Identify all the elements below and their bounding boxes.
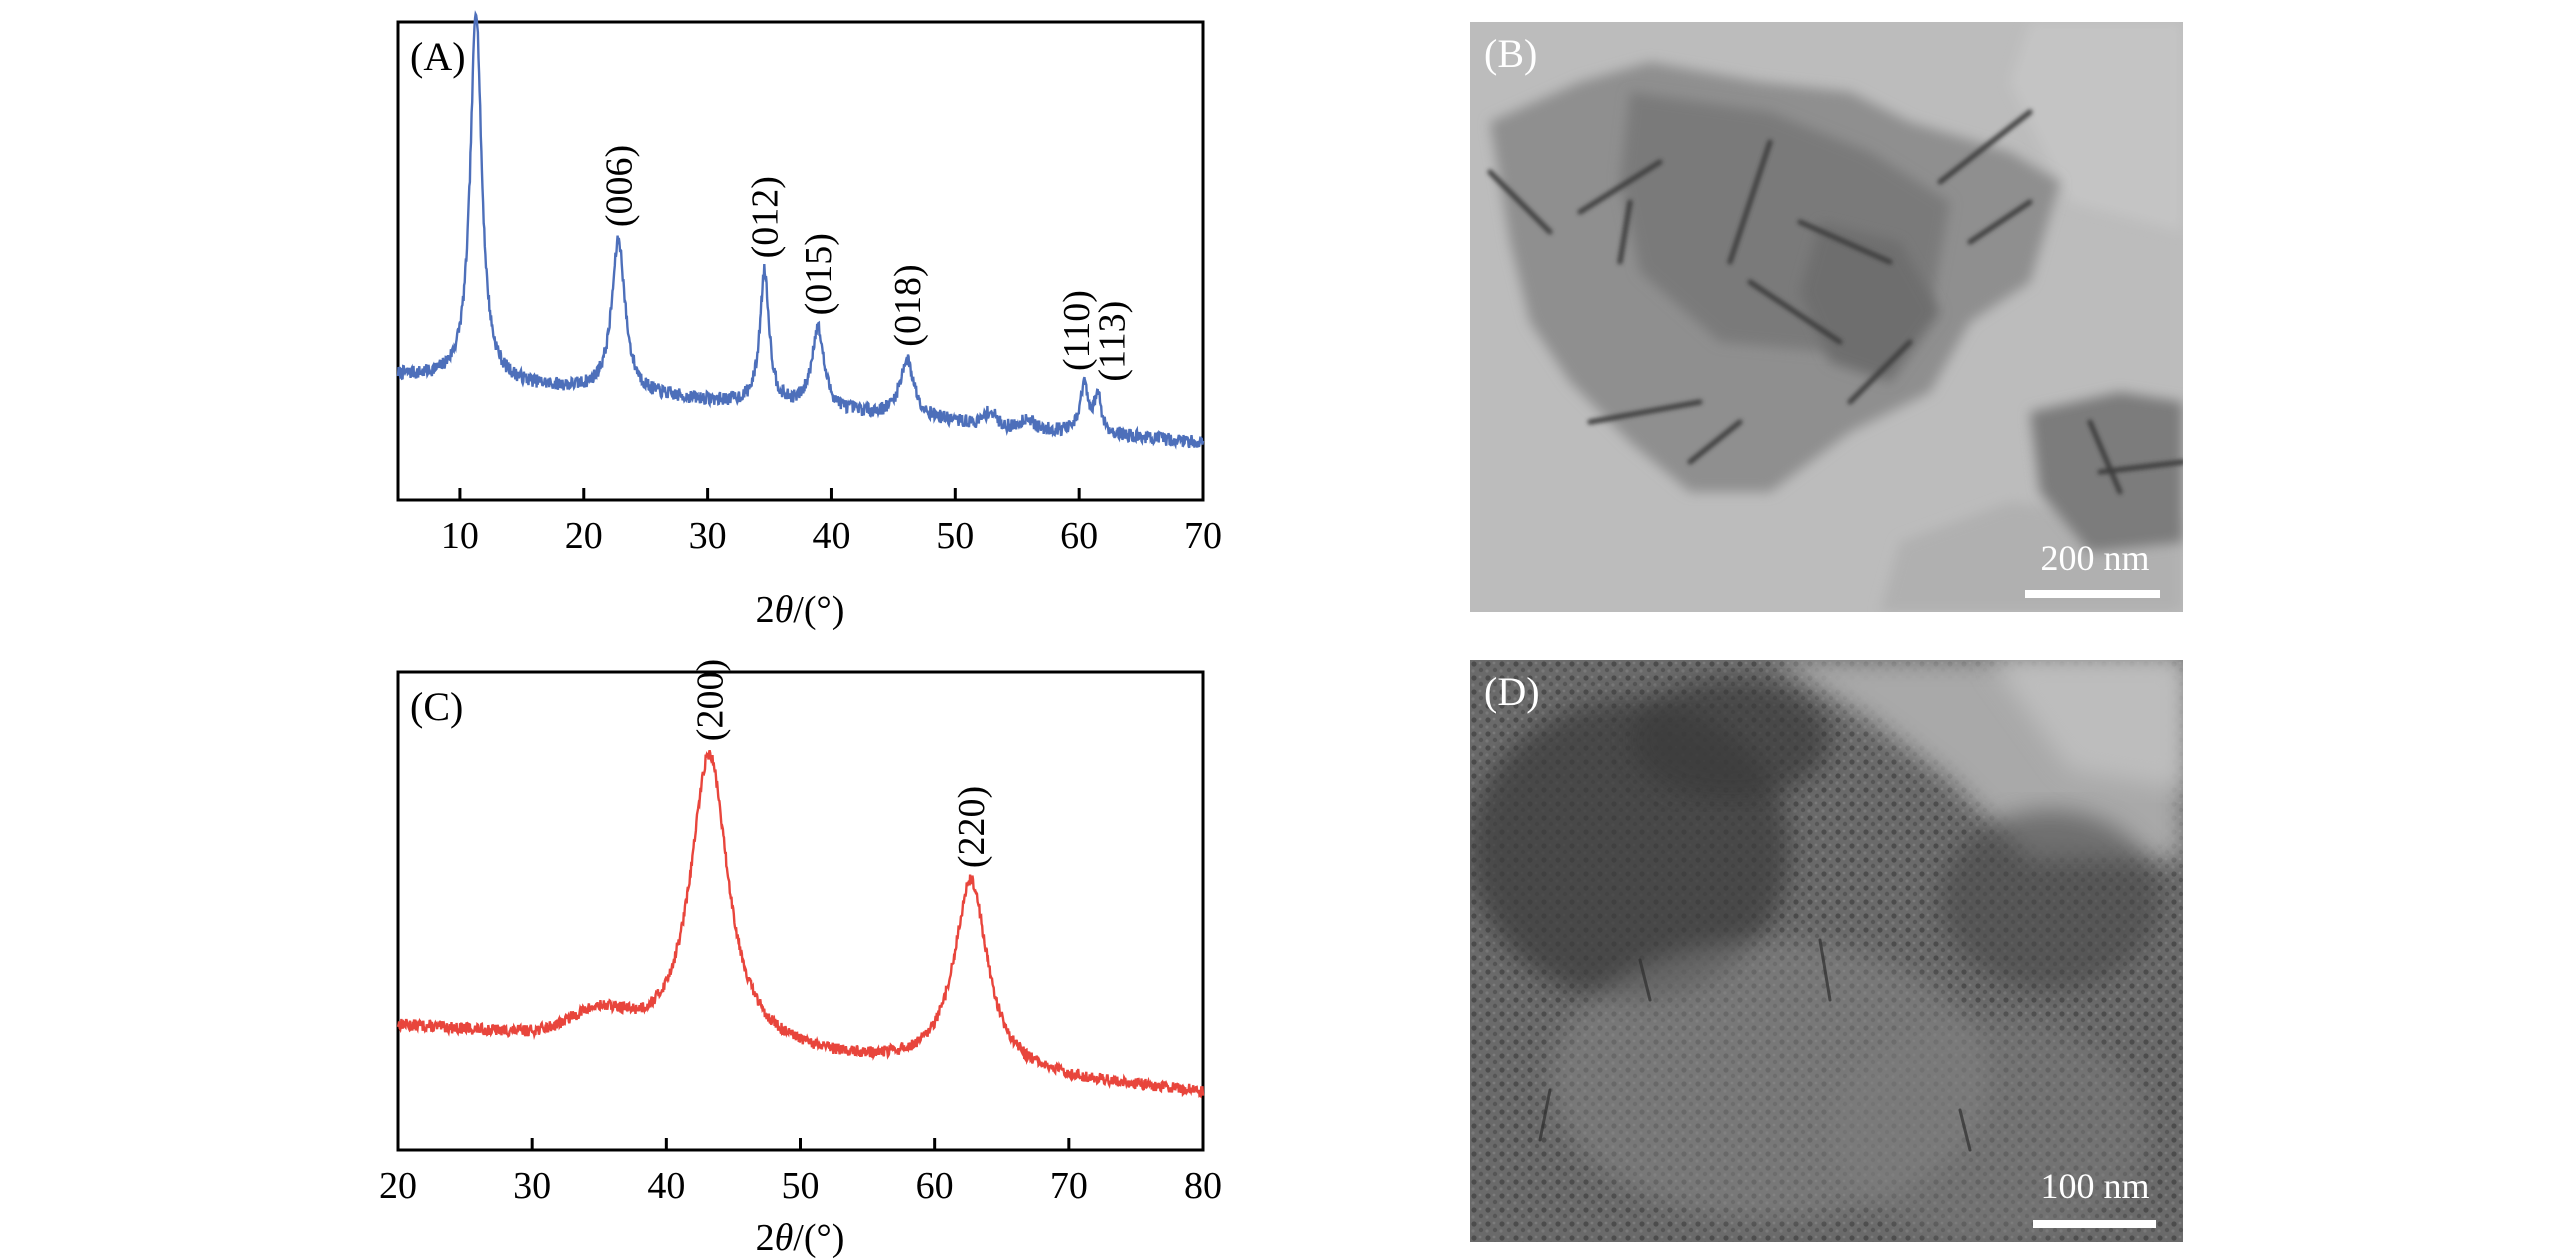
peak-label-a-5: (110) [1056,290,1098,371]
tem-image-d-drawing [1470,660,2183,1242]
xrd-trace-c [396,750,1205,1099]
scale-bar-d [2033,1220,2156,1228]
x-tick-label-a-4: 50 [936,515,974,557]
x-tick-label-a-2: 30 [689,515,727,557]
peak-label-a-3: (015) [798,233,840,315]
x-tick-label-c-6: 80 [1184,1165,1222,1207]
peak-label-a-1: (006) [598,145,640,227]
x-ticks-c: 20 30 40 50 60 70 80 [379,1138,1222,1207]
peak-label-a-6: (113) [1092,301,1134,382]
x-tick-label-c-3: 50 [782,1165,820,1207]
x-tick-label-a-5: 60 [1060,515,1098,557]
panel-label-b: (B) [1484,31,1538,76]
x-tick-label-c-5: 70 [1050,1165,1088,1207]
xrd-trace-a [396,10,1205,450]
xrd-panel-c: (200) (220) 20 30 40 50 60 70 80 (C) 2θ/(°) [379,659,1222,1259]
x-tick-label-a-0: 10 [441,515,479,557]
peak-label-a-2: (012) [745,176,787,258]
x-tick-label-c-4: 60 [916,1165,954,1207]
panel-label-c: (C) [410,684,463,729]
x-tick-label-a-6: 70 [1184,515,1222,557]
x-tick-label-c-2: 40 [647,1165,685,1207]
x-tick-label-a-1: 20 [565,515,603,557]
peak-label-a-4: (018) [887,264,929,346]
tem-image-d: (D) 100 nm [1470,660,2183,1242]
peak-label-c-0: (200) [689,659,731,741]
peak-labels-c: (200) (220) [689,659,993,868]
panel-label-a: (A) [410,34,466,79]
x-tick-label-a-3: 40 [812,515,850,557]
scale-bar-b [2025,590,2160,598]
scale-bar-label-b: 200 nm [2040,538,2150,578]
plot-frame-a [396,20,1205,502]
peak-labels-a: (003)(006)(012)(015)(018)(110)(113) [598,145,1134,382]
scale-bar-label-d: 100 nm [2040,1166,2150,1206]
tem-image-b-drawing [1470,22,2183,612]
x-axis-label-a: 2θ/(°) [756,589,845,631]
tem-image-b: (B) 200 nm [1470,22,2183,612]
panel-label-d: (D) [1484,669,1540,714]
x-tick-label-c-1: 30 [513,1165,551,1207]
x-axis-label-c: 2θ/(°) [756,1217,845,1259]
xrd-panel-a: (003)(006)(012)(015)(018)(110)(113) 1020… [396,10,1222,631]
peak-label-c-1: (220) [951,786,993,868]
x-tick-label-c-0: 20 [379,1165,417,1207]
x-ticks-a: 10 20 30 40 50 60 70 [441,488,1222,557]
